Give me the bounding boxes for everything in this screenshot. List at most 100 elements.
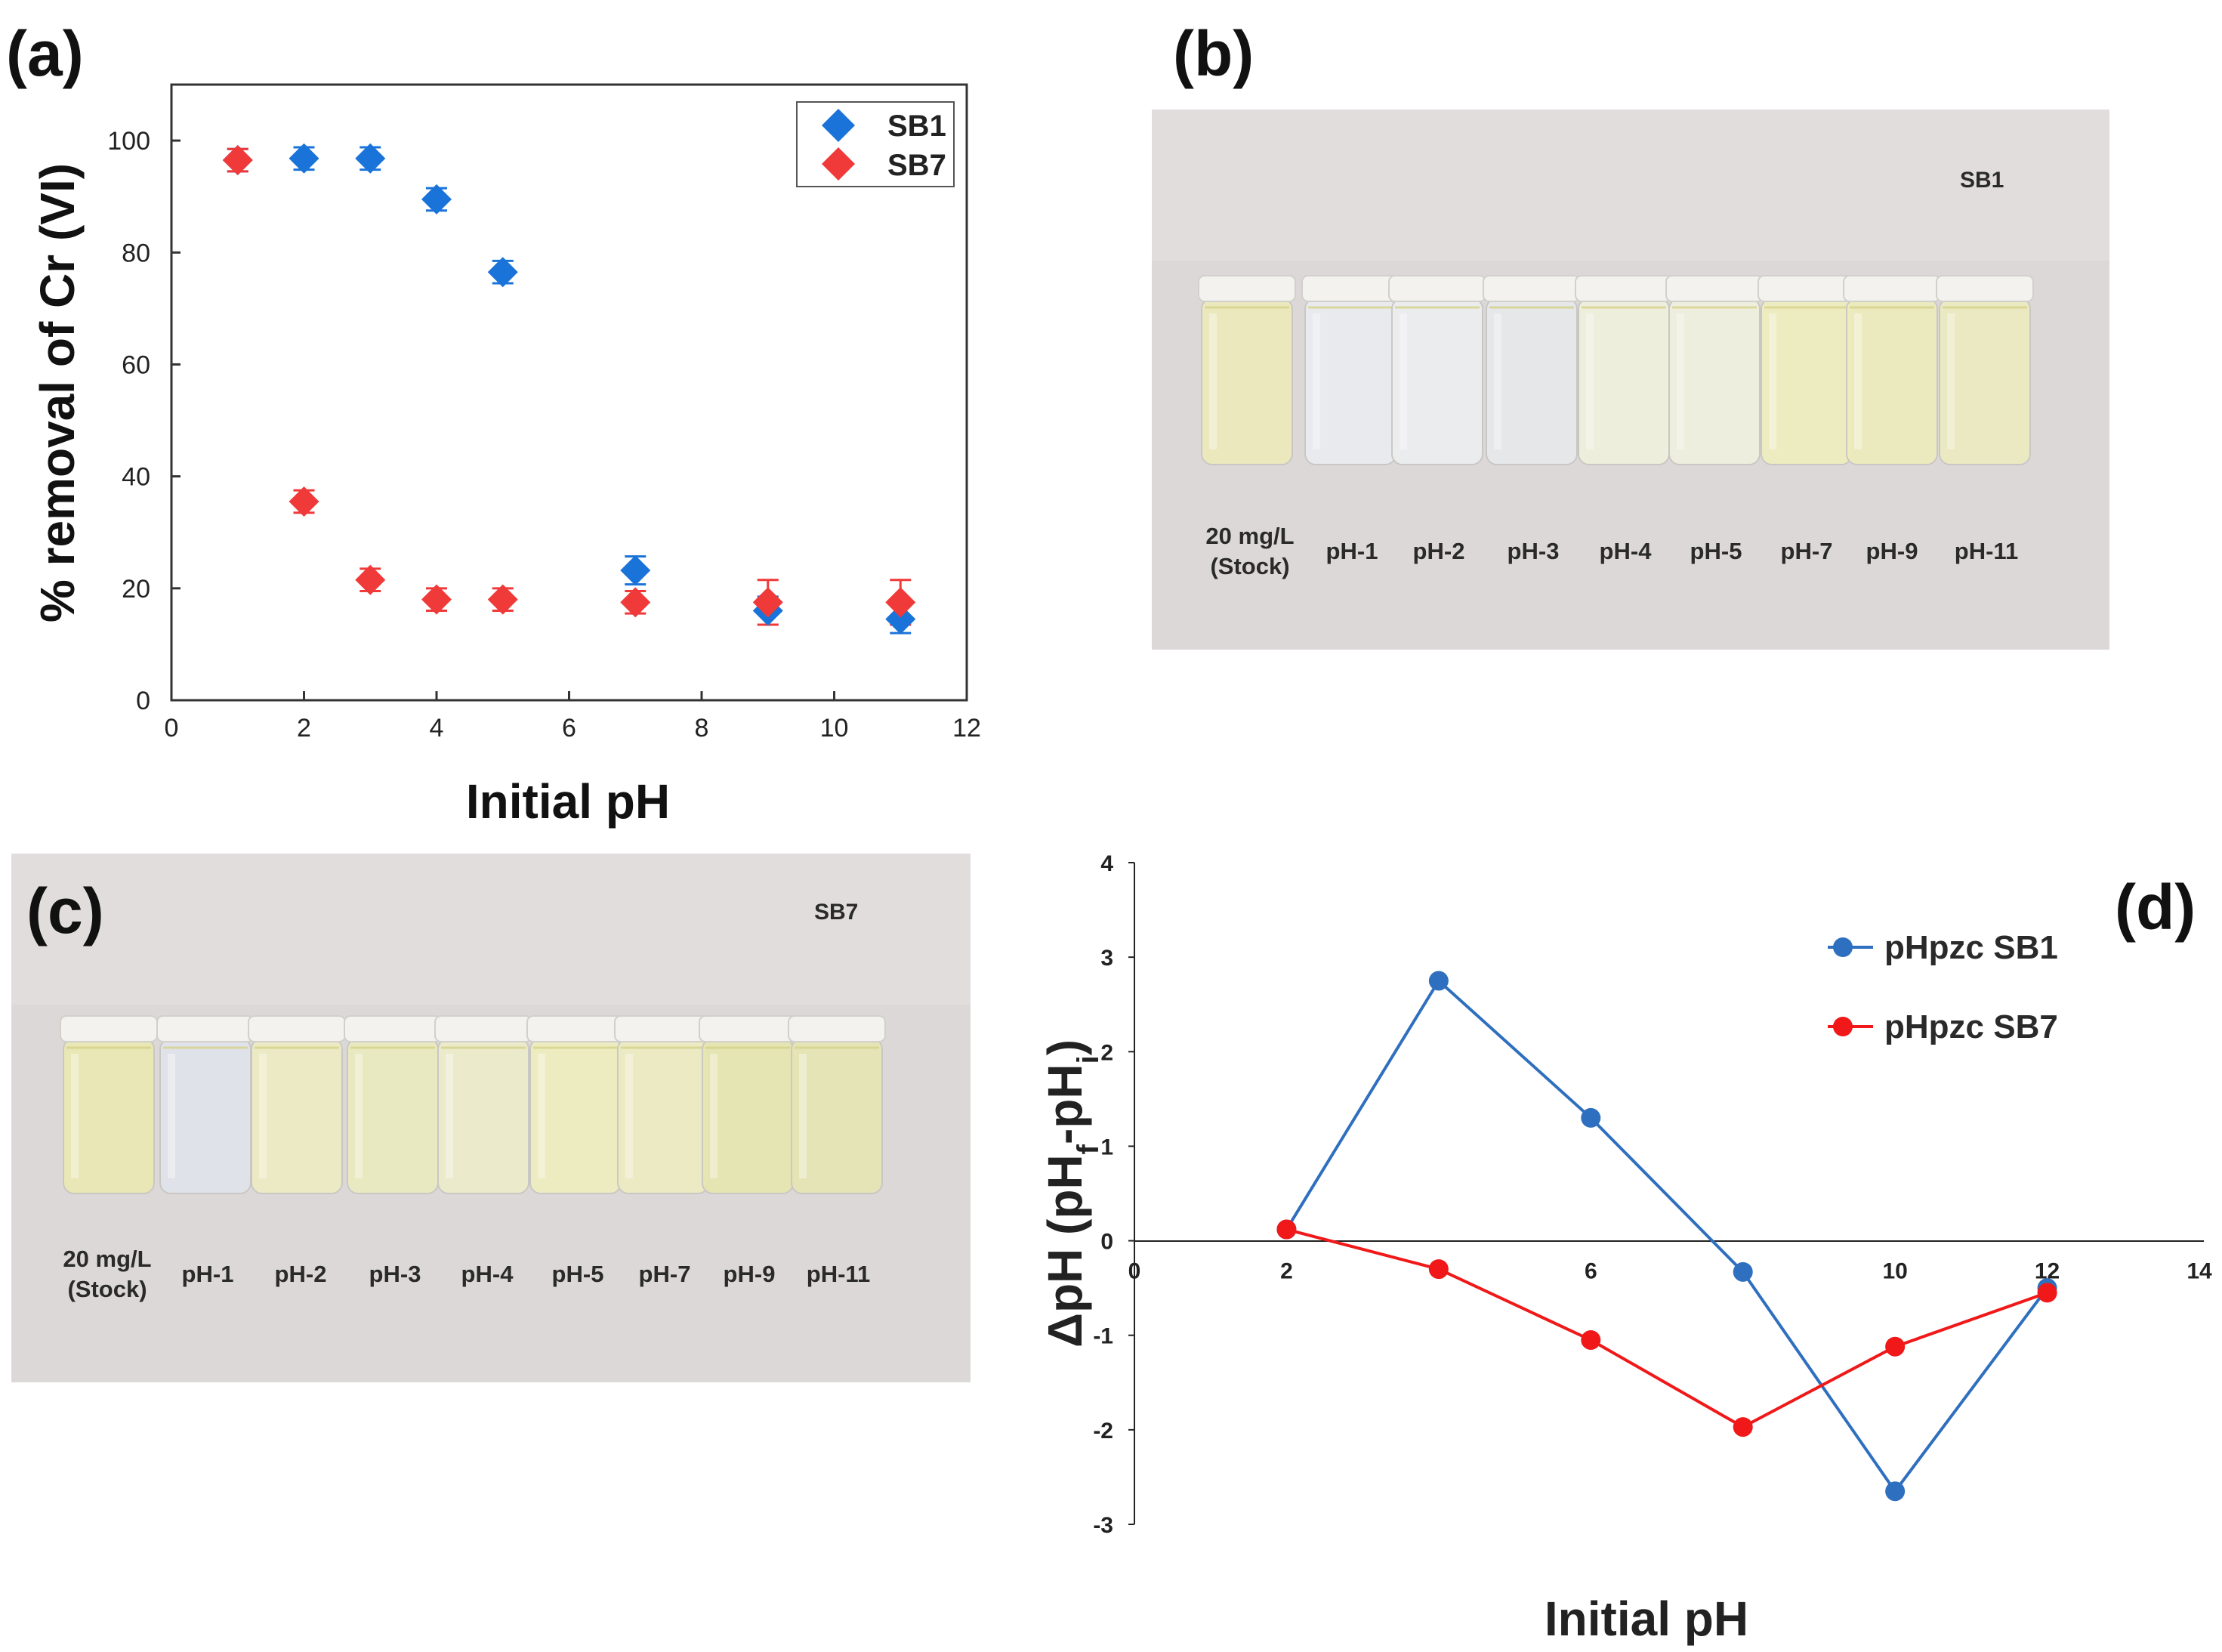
- panel-b-vial-label: pH-2: [1413, 538, 1465, 564]
- y-tick-label: 20: [122, 575, 150, 604]
- panel-c-vial-label: pH-9: [724, 1261, 776, 1287]
- data-point-phpzc-sb7: [1581, 1329, 1601, 1350]
- sb1-vial-glare: [1947, 313, 1955, 449]
- legend-sb7-marker: [822, 147, 855, 181]
- sb7-vial-glare: [799, 1054, 807, 1178]
- x-tick-label: 6: [1585, 1259, 1597, 1284]
- panel-c-label: (c): [26, 875, 104, 946]
- y-tick-label: 80: [122, 239, 150, 267]
- legend-phpzc-sb1-marker: [1833, 937, 1853, 957]
- sb7-vial-glare: [71, 1054, 79, 1178]
- x-tick-label: 2: [1280, 1259, 1293, 1284]
- panel-a-error-bars: [227, 146, 912, 635]
- panel-a-axis-ticks: 0 2 4 6 8 10 12 0 20 40 60 80 100: [107, 127, 981, 743]
- y-title-mid: -pH: [1038, 1064, 1092, 1144]
- sb7-vial-cap: [248, 1015, 346, 1042]
- x-tick-label: 0: [1128, 1259, 1141, 1284]
- panel-b-vial-label: pH-4: [1600, 538, 1653, 564]
- sb7-vial-glare: [625, 1054, 633, 1178]
- x-tick-label: 14: [2187, 1259, 2212, 1284]
- data-point-sb7: [487, 584, 518, 615]
- y-tick-label: -2: [1093, 1419, 1113, 1444]
- legend-phpzc-sb1-label: pHpzc SB1: [1884, 929, 2058, 966]
- x-tick-label: 6: [562, 714, 576, 743]
- sb1-vial-glare: [1854, 313, 1862, 449]
- sb7-vial-cap: [614, 1015, 712, 1042]
- y-tick-label: 2: [1100, 1040, 1113, 1065]
- sb7-vial-glare: [710, 1054, 718, 1178]
- data-point-phpzc-sb7: [1885, 1336, 1906, 1357]
- data-point-sb7: [222, 145, 253, 176]
- sb7-vial-cap: [344, 1015, 442, 1042]
- sb7-vial-cap: [526, 1015, 625, 1042]
- panel-d-series-lines: [1285, 978, 2049, 1494]
- sb7-vial-cap: [60, 1015, 158, 1042]
- y-title-sub-f: f: [1072, 1144, 1105, 1154]
- series-line-phpzc-sb1: [1285, 978, 2049, 1494]
- data-point-sb7: [421, 584, 452, 615]
- data-point-sb1: [487, 257, 518, 288]
- y-title-main: ΔpH (pH: [1038, 1154, 1092, 1348]
- data-point-sb7: [620, 587, 651, 618]
- panel-a-x-axis-title: Initial pH: [466, 774, 670, 829]
- data-point-sb7: [752, 587, 783, 618]
- panel-a-label: (a): [6, 18, 84, 89]
- data-point-phpzc-sb7: [1276, 1219, 1297, 1240]
- data-point-phpzc-sb7: [1428, 1259, 1449, 1280]
- sb1-vial-glare: [1769, 313, 1776, 449]
- x-tick-label: 10: [1882, 1259, 1907, 1284]
- sb1-vial-cap: [1575, 275, 1673, 302]
- data-point-sb1: [885, 604, 916, 635]
- panel-a-y-axis-title: % removal of Cr (VI): [30, 163, 85, 622]
- data-point-sb1: [421, 184, 452, 215]
- panel-d-series-points: [1276, 971, 2057, 1502]
- panel-d-label: (d): [2115, 872, 2196, 943]
- panel-b-label: (b): [1173, 18, 1254, 89]
- sb7-vial-glare: [446, 1054, 453, 1178]
- data-point-phpzc-sb1: [1428, 971, 1449, 991]
- sb1-vial-cap: [1843, 275, 1941, 302]
- panel-b-vial-label: pH-9: [1866, 538, 1918, 564]
- x-tick-label: 0: [165, 714, 179, 743]
- sb1-vial-glare: [1586, 313, 1594, 449]
- sb7-vial-cap: [156, 1015, 255, 1042]
- data-point-sb1: [289, 143, 319, 174]
- sb1-vial-glare: [1209, 313, 1217, 449]
- panel-c-vial-label: pH-2: [275, 1261, 327, 1287]
- panel-b-vials: [1198, 275, 2034, 465]
- panel-c-sb7-photo: (c) SB7 20 mg/L (Stock) pH-1 pH-2 pH-3 p…: [11, 854, 971, 1382]
- sb7-vial-cap: [434, 1015, 532, 1042]
- data-point-sb1: [620, 555, 651, 586]
- legend-sb1-label: SB1: [887, 110, 946, 143]
- y-tick-label: 1: [1100, 1135, 1113, 1159]
- sb7-vial-cap: [699, 1015, 797, 1042]
- sb7-vial-glare: [259, 1054, 267, 1178]
- panel-c-vial-label: pH-7: [639, 1261, 691, 1287]
- panel-c-vial-label: pH-5: [552, 1261, 604, 1287]
- sb1-vial-cap: [1198, 275, 1296, 302]
- panel-c-vial-label: pH-1: [182, 1261, 234, 1287]
- x-tick-label: 10: [820, 714, 849, 743]
- legend-sb1-marker: [822, 109, 855, 142]
- sb1-vial-cap: [1936, 275, 2034, 302]
- panel-c-photo-upper-wall: [11, 854, 971, 1005]
- sb1-vial-cap: [1301, 275, 1400, 302]
- x-tick-label: 4: [430, 714, 444, 743]
- panel-d-y-axis-title: ΔpH (pHf-pHi): [1038, 1039, 1105, 1348]
- panel-a-legend: SB1 SB7: [796, 101, 955, 187]
- panel-d-legend: pHpzc SB1 pHpzc SB7: [1828, 929, 2058, 1045]
- x-tick-label: 12: [952, 714, 981, 743]
- panel-b-stock-label-line1: 20 mg/L: [1205, 523, 1294, 549]
- y-tick-label: 4: [1100, 851, 1113, 876]
- sb1-vial-cap: [1483, 275, 1581, 302]
- x-tick-label: 8: [695, 714, 709, 743]
- y-title-sub-i: i: [1072, 1055, 1105, 1064]
- panel-b-sb1-photo: (b) SB1 20 mg/L (Stock) pH-1 pH-2 pH-3 p…: [1152, 18, 2109, 650]
- panel-d-x-axis-title: Initial pH: [1545, 1592, 1748, 1646]
- y-tick-label: 60: [122, 350, 150, 379]
- panel-b-vial-label: pH-11: [1955, 538, 2018, 564]
- y-tick-label: -1: [1093, 1324, 1113, 1349]
